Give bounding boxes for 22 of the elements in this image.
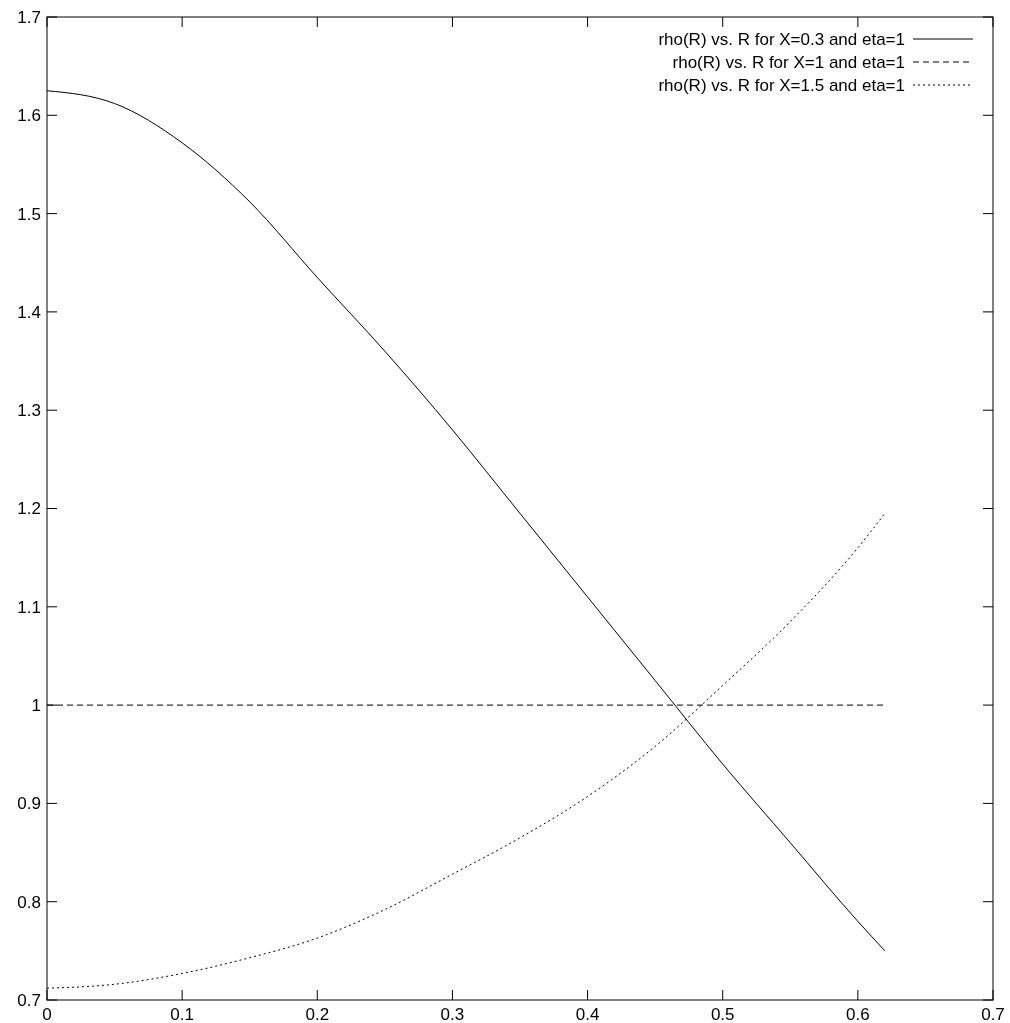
y-tick-label: 0.8 xyxy=(17,892,41,912)
x-tick-label: 0.5 xyxy=(710,1005,735,1023)
y-tick-label: 1.4 xyxy=(17,302,41,322)
y-tick-label: 1.6 xyxy=(17,106,41,126)
x-tick-label: 0.7 xyxy=(981,1005,1005,1023)
y-tick-label: 1.3 xyxy=(17,401,41,421)
y-tick-label: 1.7 xyxy=(17,7,41,27)
y-tick-label: 1.2 xyxy=(17,499,41,519)
y-tick-label: 1.1 xyxy=(17,597,41,617)
x-tick-label: 0 xyxy=(42,1005,52,1023)
x-tick-label: 0.2 xyxy=(305,1005,330,1023)
x-tick-label: 0.1 xyxy=(170,1005,194,1023)
y-tick-label: 1 xyxy=(31,696,41,716)
y-tick-label: 1.5 xyxy=(17,204,41,224)
legend-label: rho(R) vs. R for X=1 and eta=1 xyxy=(672,52,905,72)
x-tick-label: 0.6 xyxy=(846,1005,870,1023)
x-tick-label: 0.3 xyxy=(440,1005,465,1023)
y-tick-label: 0.9 xyxy=(17,794,41,814)
legend-label: rho(R) vs. R for X=0.3 and eta=1 xyxy=(658,29,905,49)
y-tick-label: 0.7 xyxy=(17,990,41,1010)
legend-label: rho(R) vs. R for X=1.5 and eta=1 xyxy=(658,75,905,95)
x-tick-label: 0.4 xyxy=(575,1005,600,1023)
